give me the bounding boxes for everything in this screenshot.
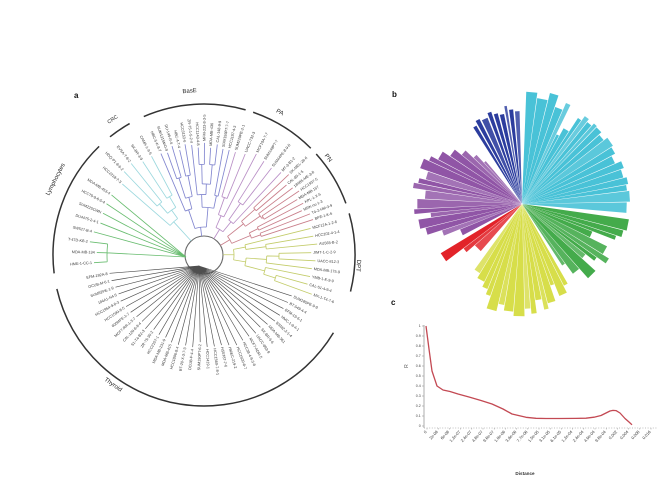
svg-text:0.016: 0.016 bbox=[641, 429, 652, 440]
svg-text:UACC-812-3: UACC-812-3 bbox=[317, 259, 339, 264]
svg-text:SUM229PE-2-1: SUM229PE-2-1 bbox=[234, 124, 246, 151]
svg-text:CAL-51-4-9-4: CAL-51-4-9-4 bbox=[309, 283, 332, 293]
svg-text:MCF12A-1-2-6: MCF12A-1-2-6 bbox=[312, 220, 337, 230]
svg-text:DU4475-2-4-1: DU4475-2-4-1 bbox=[75, 214, 99, 225]
svg-text:EFM-192A-8: EFM-192A-8 bbox=[86, 272, 108, 280]
svg-text:0.1: 0.1 bbox=[416, 414, 421, 418]
svg-text:OCUB-F-4-4: OCUB-F-4-4 bbox=[188, 349, 195, 371]
svg-text:HCC1143-4-8: HCC1143-4-8 bbox=[195, 122, 200, 145]
svg-text:2e-08: 2e-08 bbox=[428, 429, 439, 441]
svg-text:0.002: 0.002 bbox=[608, 429, 619, 440]
svg-text:KPL-1-X-5: KPL-1-X-5 bbox=[304, 192, 322, 204]
svg-text:0.6: 0.6 bbox=[416, 364, 421, 368]
svg-text:CAL-148-9-9: CAL-148-9-9 bbox=[216, 121, 223, 143]
svg-text:R: R bbox=[404, 364, 410, 368]
svg-text:SUM159PT-7-7: SUM159PT-7-7 bbox=[222, 121, 231, 147]
svg-text:MX-1-T4-7-6: MX-1-T4-7-6 bbox=[313, 293, 335, 304]
svg-text:0.4: 0.4 bbox=[416, 384, 421, 388]
svg-text:ZR-75-1-5-2-4: ZR-75-1-5-2-4 bbox=[187, 119, 194, 143]
svg-text:JIMT-1-C-2-9: JIMT-1-C-2-9 bbox=[313, 250, 335, 254]
svg-text:SUM190PT-6-2: SUM190PT-6-2 bbox=[197, 344, 202, 370]
svg-text:T4-2-HM-3-9: T4-2-HM-3-9 bbox=[311, 204, 333, 216]
svg-text:MDA-MB-436: MDA-MB-436 bbox=[209, 123, 214, 146]
svg-text:6e-08: 6e-08 bbox=[439, 429, 450, 441]
svg-text:0: 0 bbox=[419, 424, 421, 428]
svg-text:c: c bbox=[391, 298, 396, 307]
svg-text:DU-145-R-6: DU-145-R-6 bbox=[164, 124, 174, 145]
svg-text:HCC1806-8-4: HCC1806-8-4 bbox=[169, 346, 179, 370]
svg-text:0.7: 0.7 bbox=[416, 354, 421, 358]
svg-text:MFM-223-8-3-5: MFM-223-8-3-5 bbox=[203, 115, 207, 141]
svg-text:HCC1569-7-8-1: HCC1569-7-8-1 bbox=[213, 348, 220, 375]
svg-text:UACC-732-3: UACC-732-3 bbox=[244, 131, 256, 153]
svg-text:DPT: DPT bbox=[354, 260, 361, 273]
svg-text:HMEC-219-2: HMEC-219-2 bbox=[228, 347, 238, 369]
svg-text:MDA-MB-175-9: MDA-MB-175-9 bbox=[314, 267, 341, 274]
svg-text:HS578T-7-6: HS578T-7-6 bbox=[220, 347, 228, 368]
svg-text:HCC202-4-1-4: HCC202-4-1-4 bbox=[315, 230, 340, 238]
svg-text:0.3: 0.3 bbox=[416, 394, 421, 398]
svg-text:PA: PA bbox=[275, 108, 284, 117]
svg-text:0.004: 0.004 bbox=[619, 429, 630, 440]
svg-text:0.5: 0.5 bbox=[416, 374, 421, 378]
svg-text:SW527-B-4: SW527-B-4 bbox=[72, 226, 92, 234]
svg-text:BasE: BasE bbox=[182, 88, 197, 95]
svg-text:0.008: 0.008 bbox=[630, 429, 641, 440]
svg-text:HBC-4-T-4: HBC-4-T-4 bbox=[173, 130, 181, 149]
svg-text:a: a bbox=[74, 91, 79, 100]
svg-text:HCC1187-4-3: HCC1187-4-3 bbox=[228, 125, 237, 148]
svg-text:0.9: 0.9 bbox=[416, 334, 421, 338]
svg-text:HME-1-CC-1: HME-1-CC-1 bbox=[70, 261, 92, 267]
svg-text:HCC3153-6: HCC3153-6 bbox=[179, 122, 186, 142]
svg-text:0.2: 0.2 bbox=[416, 404, 421, 408]
svg-text:Distance: Distance bbox=[515, 471, 535, 476]
svg-text:BPE-1-K-6: BPE-1-K-6 bbox=[314, 212, 333, 221]
svg-text:MDA-MB-415: MDA-MB-415 bbox=[161, 344, 173, 367]
svg-text:MDA-MB-134: MDA-MB-134 bbox=[72, 250, 95, 255]
svg-text:T-47D-KB-2: T-47D-KB-2 bbox=[68, 237, 88, 243]
svg-text:CRC: CRC bbox=[107, 114, 120, 125]
svg-text:1: 1 bbox=[419, 324, 421, 328]
svg-text:BT-20-X-3-7-3: BT-20-X-3-7-3 bbox=[179, 347, 188, 371]
svg-text:b: b bbox=[392, 90, 397, 99]
svg-text:0.8: 0.8 bbox=[416, 344, 421, 348]
svg-text:HCC1500-8-7: HCC1500-8-7 bbox=[236, 346, 248, 369]
svg-text:0: 0 bbox=[423, 429, 429, 435]
svg-text:PN: PN bbox=[323, 153, 333, 163]
svg-text:YMB-1-E-5-9: YMB-1-E-5-9 bbox=[312, 275, 335, 283]
svg-text:HCC1419-1: HCC1419-1 bbox=[205, 349, 210, 369]
svg-text:AU565-B-2: AU565-B-2 bbox=[319, 240, 338, 246]
svg-text:OCUB-M-6-1: OCUB-M-6-1 bbox=[88, 279, 110, 289]
